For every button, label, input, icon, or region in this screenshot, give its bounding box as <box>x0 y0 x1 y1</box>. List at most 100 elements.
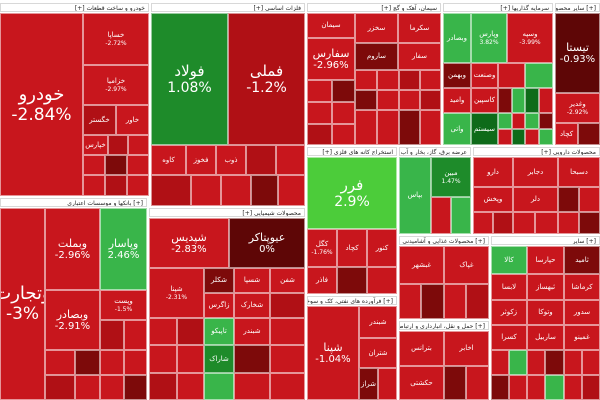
stock-tile[interactable]: بترانس <box>399 331 444 366</box>
stock-tile[interactable] <box>177 345 204 373</box>
stock-tile[interactable] <box>558 212 579 234</box>
stock-tile[interactable]: وپست -1.5% <box>100 290 147 320</box>
stock-tile[interactable]: فولاد 1.08% <box>151 13 228 145</box>
stock-tile[interactable] <box>377 70 399 90</box>
stock-tile[interactable]: سدور <box>564 300 600 325</box>
stock-tile[interactable]: غبشهر <box>399 246 444 284</box>
stock-tile[interactable] <box>100 320 124 350</box>
stock-tile[interactable] <box>100 375 124 400</box>
stock-tile[interactable]: وبهمن <box>443 63 471 88</box>
stock-tile[interactable]: تیستا -0.93% <box>555 13 600 93</box>
stock-tile[interactable]: سیمان <box>307 13 355 38</box>
stock-tile[interactable]: مبین 1.47% <box>431 157 471 197</box>
stock-tile[interactable]: زاگرس <box>204 293 234 318</box>
stock-tile[interactable]: فاذر <box>307 267 337 294</box>
stock-tile[interactable] <box>151 175 191 206</box>
stock-tile[interactable]: وصنعت <box>471 63 498 88</box>
stock-tile[interactable]: خاور <box>116 105 149 135</box>
stock-tile[interactable]: وتوکا <box>527 300 564 325</box>
stock-tile[interactable] <box>127 155 149 175</box>
stock-tile[interactable] <box>564 350 582 375</box>
stock-tile[interactable] <box>498 129 512 145</box>
stock-tile[interactable] <box>512 129 525 145</box>
stock-tile[interactable]: غمینو <box>564 325 600 350</box>
stock-tile[interactable] <box>105 155 127 175</box>
stock-tile[interactable]: اخابر <box>444 331 489 366</box>
stock-tile[interactable]: سخزر <box>355 13 398 43</box>
stock-tile[interactable]: کچاد <box>555 123 578 145</box>
stock-tile[interactable] <box>234 373 270 400</box>
stock-tile[interactable] <box>444 366 466 400</box>
stock-tile[interactable] <box>431 197 451 234</box>
stock-tile[interactable] <box>124 320 147 350</box>
stock-tile[interactable]: زکوثر <box>491 300 527 325</box>
stock-tile[interactable] <box>251 175 278 206</box>
sector-header-non-metal[interactable]: [+] سایر محصولات کانی غیرفلزی <box>555 3 600 12</box>
stock-tile[interactable]: سکرما <box>398 13 441 43</box>
stock-tile[interactable]: حپارسا <box>527 246 564 274</box>
sector-header-other[interactable]: [+] سایر <box>491 236 600 245</box>
stock-tile[interactable] <box>420 110 441 145</box>
stock-tile[interactable]: خودرو -2.84% <box>0 13 83 196</box>
sector-header-auto[interactable]: خودرو و ساخت قطعات [+] <box>0 3 149 12</box>
stock-tile[interactable] <box>108 135 128 155</box>
stock-tile[interactable] <box>355 110 377 145</box>
stock-tile[interactable] <box>307 124 332 145</box>
stock-tile[interactable] <box>399 110 420 145</box>
stock-tile[interactable] <box>337 267 367 294</box>
stock-tile[interactable] <box>270 373 305 400</box>
stock-tile[interactable] <box>332 80 355 102</box>
stock-tile[interactable]: شپنا -2.31% <box>149 268 204 318</box>
stock-tile[interactable] <box>564 375 582 400</box>
stock-tile[interactable] <box>83 175 105 196</box>
stock-tile[interactable] <box>234 345 270 373</box>
stock-tile[interactable]: وبصادر -2.91% <box>45 290 100 350</box>
sector-header-mining[interactable]: استخراج کانه های فلزی [+] <box>307 147 397 156</box>
stock-tile[interactable]: شبندر <box>359 306 397 338</box>
stock-tile[interactable]: دسبحا <box>558 157 600 187</box>
stock-tile[interactable]: شفن <box>270 268 305 293</box>
stock-tile[interactable] <box>539 113 553 129</box>
stock-tile[interactable]: عیوپتاکر 0% <box>229 218 305 268</box>
stock-tile[interactable] <box>491 350 509 375</box>
stock-tile[interactable]: کگل -1.76% <box>307 229 337 267</box>
stock-tile[interactable] <box>421 284 444 319</box>
stock-tile[interactable]: ذوب <box>216 145 246 175</box>
stock-tile[interactable]: کرماشا <box>564 274 600 300</box>
stock-tile[interactable]: شبندر <box>234 318 270 345</box>
stock-tile[interactable]: شخارک <box>234 293 270 318</box>
stock-tile[interactable] <box>332 124 355 145</box>
stock-tile[interactable] <box>582 350 600 375</box>
sector-header-cement[interactable]: سیمان، آهک و گچ [+] <box>307 3 441 12</box>
sector-header-pharma[interactable]: محصولات دارویی [+] <box>473 147 600 156</box>
stock-tile[interactable]: حکشتی <box>399 366 444 400</box>
stock-tile[interactable] <box>191 175 221 206</box>
stock-tile[interactable] <box>473 212 493 234</box>
stock-tile[interactable]: شتران <box>359 338 397 368</box>
stock-tile[interactable] <box>466 366 489 400</box>
stock-tile[interactable]: وبملت -2.96% <box>45 208 100 290</box>
stock-tile[interactable] <box>307 80 332 102</box>
stock-tile[interactable] <box>527 375 545 400</box>
stock-tile[interactable] <box>278 175 305 206</box>
stock-tile[interactable] <box>367 267 397 294</box>
stock-tile[interactable] <box>539 88 553 113</box>
stock-tile[interactable] <box>204 373 234 400</box>
stock-tile[interactable] <box>270 318 305 345</box>
stock-tile[interactable]: فخوز <box>186 145 216 175</box>
stock-tile[interactable] <box>525 113 539 129</box>
stock-tile[interactable] <box>378 368 397 400</box>
stock-tile[interactable]: فرر 2.9% <box>307 157 397 229</box>
stock-tile[interactable] <box>45 350 75 375</box>
stock-tile[interactable]: خزامیا -2.97% <box>83 65 149 105</box>
stock-tile[interactable] <box>128 135 149 155</box>
stock-tile[interactable] <box>105 175 127 196</box>
stock-tile[interactable]: وامید <box>443 88 471 113</box>
stock-tile[interactable]: وغدیر -2.92% <box>555 93 600 123</box>
stock-tile[interactable] <box>444 284 466 319</box>
stock-tile[interactable]: وسپه -3.99% <box>507 13 553 63</box>
stock-tile[interactable] <box>100 350 124 375</box>
stock-tile[interactable] <box>83 155 105 175</box>
stock-tile[interactable]: ساروم <box>355 43 398 70</box>
stock-tile[interactable]: واتی <box>443 113 471 145</box>
